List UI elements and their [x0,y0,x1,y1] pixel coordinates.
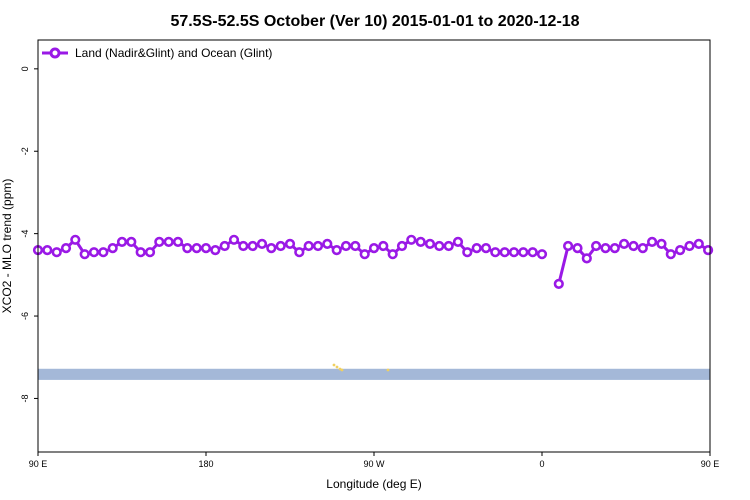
data-point [443,240,454,252]
data-point [590,240,602,252]
data-point [228,234,240,245]
y-tick-label: 0 [20,66,30,71]
data-point [452,236,464,247]
x-tick-label: 90 E [701,459,720,469]
data-point [51,247,62,258]
data-point [527,247,538,258]
land-band [38,368,710,380]
data-point [656,238,667,249]
data-point [88,247,100,258]
y-axis-label: XCO2 - MLO trend (ppm) [0,179,14,314]
data-point [600,243,611,254]
data-point [275,240,286,252]
data-point [182,243,193,254]
data-point [368,243,380,254]
data-point [693,238,704,249]
data-point [572,243,583,254]
data-point [350,240,361,252]
data-point [172,236,184,247]
data-point [536,249,548,260]
data-point [480,243,492,254]
data-point [665,249,676,260]
data-point [684,240,695,252]
legend: Land (Nadir&Glint) and Ocean (Glint) [42,46,272,60]
data-point [200,243,212,254]
data-point [462,247,473,258]
x-tick-label: 90 W [363,459,385,469]
data-point [247,240,258,252]
land-band-layer [38,363,710,380]
data-point [107,243,118,254]
data-point [553,278,564,290]
data-point [322,238,333,249]
data-point [581,253,592,264]
data-point [518,247,529,258]
x-axis-label: Longitude (deg E) [326,477,421,491]
data-point [499,247,510,258]
data-point [396,240,408,252]
data-point [674,245,686,256]
data-point [471,243,482,254]
data-point [163,236,174,247]
data-point [702,245,714,256]
data-point [303,240,314,252]
data-point [42,245,53,256]
data-point [490,247,501,258]
data-point [378,240,389,252]
data-point [154,236,165,247]
data-point [191,243,202,254]
y-tick-label: -2 [20,147,30,155]
y-tick-label: -8 [20,394,30,402]
land-band-highlight [386,368,390,372]
data-point [116,236,128,247]
data-point [359,249,370,260]
data-point [415,236,426,247]
data-point [609,243,620,254]
data-point [406,234,417,245]
x-tick-label: 90 E [29,459,48,469]
land-band-highlight [332,363,336,367]
data-point [219,240,230,252]
data-point [144,247,156,258]
data-point [387,249,398,260]
data-point [618,238,630,249]
y-axis: 0 -2 -4 -6 -8 [20,66,38,402]
x-tick-label: 180 [198,459,213,469]
data-point [294,247,305,258]
data-point [98,247,109,258]
data-point [126,236,137,247]
data-point [646,236,658,247]
land-band-highlight [340,368,344,372]
data-point [628,240,639,252]
chart-title: 57.5S-52.5S October (Ver 10) 2015-01-01 … [170,13,579,30]
data-point [637,243,648,254]
data-point [60,243,72,254]
data-point [238,240,249,252]
y-tick-label: -6 [20,312,30,320]
data-point [340,240,352,252]
land-band-highlight [335,365,339,369]
data-point [70,234,81,245]
data-point [424,238,436,249]
y-tick-label: -4 [20,230,30,238]
x-axis: 90 E 180 90 W 0 90 E [29,452,720,469]
x-tick-label: 0 [539,459,544,469]
data-point [434,240,445,252]
data-point [79,249,90,260]
data-point [256,238,268,249]
legend-swatch-marker [49,47,61,59]
data-point [135,247,146,258]
data-point [508,247,520,258]
data-point [266,243,277,254]
data-point [562,240,574,252]
data-point [210,245,221,256]
data-point [312,240,324,252]
series-layer [32,234,714,290]
data-point [331,245,342,256]
data-point [284,238,296,249]
legend-label: Land (Nadir&Glint) and Ocean (Glint) [75,46,272,60]
